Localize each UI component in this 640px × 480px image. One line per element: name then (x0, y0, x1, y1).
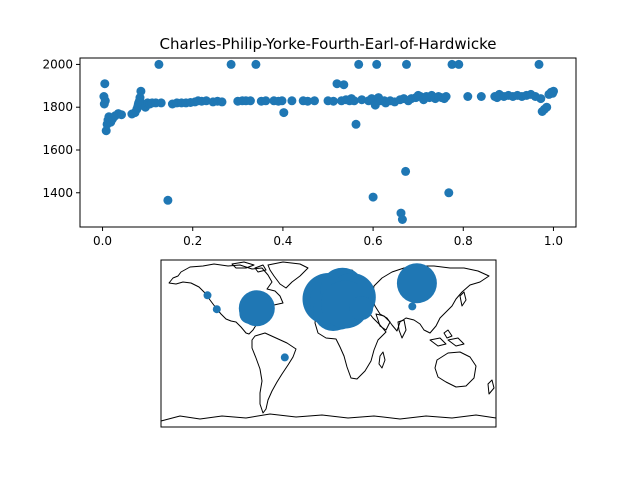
data-point (163, 195, 173, 205)
data-point (463, 92, 473, 101)
data-point (136, 86, 146, 96)
data-point (117, 110, 126, 120)
y-tick-label: 1400 (42, 186, 73, 200)
map-bubble (212, 305, 221, 314)
data-point (349, 96, 359, 106)
data-point (287, 96, 297, 106)
map-bubble (238, 290, 275, 327)
chart-title: Charles-Philip-Yorke-Fourth-Earl-of-Hard… (160, 35, 497, 53)
data-point (354, 59, 364, 69)
x-tick-label: 0.4 (273, 234, 292, 248)
world-map (160, 259, 497, 428)
scatter-chart: Charles-Philip-Yorke-Fourth-Earl-of-Hard… (42, 35, 577, 248)
new-zealand-coastline (487, 379, 495, 395)
data-point (310, 96, 319, 106)
data-point (454, 59, 464, 69)
data-point (328, 96, 338, 106)
data-point (402, 59, 411, 69)
antarctica-coastline (160, 413, 497, 422)
data-point (441, 92, 451, 101)
data-point (251, 59, 261, 69)
arctic-islands-coastline (231, 261, 267, 273)
x-tick-label: 0.6 (364, 234, 383, 248)
map-bubble (280, 353, 289, 362)
data-point (542, 102, 552, 112)
map-bubble (349, 296, 374, 321)
x-axis: 0.0 0.2 0.4 0.6 0.8 1.0 (93, 227, 563, 248)
data-point (303, 96, 313, 106)
data-point (536, 94, 546, 104)
madagascar-coastline (378, 351, 386, 369)
y-tick-label: 1800 (42, 100, 73, 114)
data-point (401, 166, 411, 176)
data-point (332, 79, 342, 89)
data-point (154, 59, 164, 69)
data-point (99, 99, 109, 109)
data-point (368, 192, 378, 202)
data-point (372, 59, 382, 69)
data-point (357, 95, 367, 105)
south-america-coastline (251, 332, 297, 414)
data-point (447, 59, 457, 69)
australia-coastline (434, 351, 477, 388)
x-tick-label: 0.2 (183, 234, 202, 248)
data-point (351, 119, 361, 129)
east-asia-islands-coastline (429, 291, 467, 347)
data-point (279, 108, 289, 118)
map-frame (160, 259, 497, 428)
data-point (217, 97, 227, 107)
data-point (277, 96, 287, 106)
data-point (444, 188, 454, 198)
data-point (548, 88, 558, 98)
x-tick-label: 0.8 (454, 234, 473, 248)
map-bubble (396, 263, 437, 304)
asia-coastline (371, 265, 490, 334)
data-point (261, 96, 271, 106)
y-tick-label: 2000 (42, 57, 73, 71)
x-tick-label: 1.0 (544, 234, 563, 248)
data-point (156, 98, 166, 108)
y-tick-label: 1600 (42, 143, 73, 157)
data-point (201, 96, 211, 106)
data-point (245, 96, 255, 106)
south-asia-coastline (375, 313, 407, 339)
x-tick-label: 0.0 (93, 234, 112, 248)
data-point (397, 215, 407, 224)
y-axis: 1400 1600 1800 2000 (42, 57, 80, 200)
greenland-coastline (267, 261, 309, 289)
map-bubbles (203, 263, 437, 362)
data-point (476, 92, 486, 101)
plot-area (80, 58, 576, 227)
scatter-points (99, 59, 558, 224)
north-america-coastline (168, 263, 284, 335)
map-bubble (203, 291, 212, 300)
plot-frame (79, 57, 577, 228)
data-point (534, 59, 544, 69)
data-point (226, 59, 236, 69)
map-bubble (408, 302, 417, 311)
data-point (339, 80, 349, 90)
data-point (100, 79, 110, 89)
